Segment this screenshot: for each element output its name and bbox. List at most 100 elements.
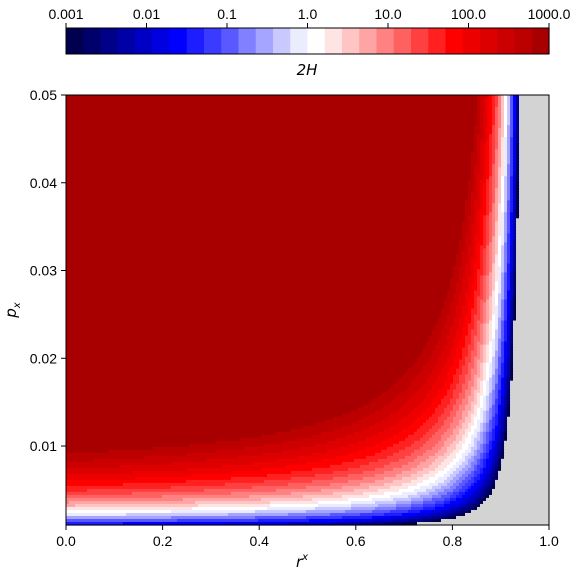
colorbar-label: 2H <box>297 61 318 79</box>
contour-cell <box>510 170 514 174</box>
contour-cell <box>474 470 481 475</box>
contour-cell <box>381 449 400 454</box>
contour-cell <box>504 179 508 183</box>
contour-cell <box>480 212 487 216</box>
contour-cell <box>444 305 451 310</box>
contour-cell <box>66 521 124 526</box>
contour-cell <box>354 458 379 463</box>
contour-cell <box>315 422 352 427</box>
contour-cell <box>309 518 346 523</box>
contour-cell <box>372 497 394 502</box>
contour-cell <box>513 143 517 147</box>
contour-cell <box>477 494 481 499</box>
contour-cell <box>489 305 493 310</box>
contour-cell <box>507 140 511 144</box>
contour-cell <box>504 221 508 225</box>
contour-cell <box>453 488 460 493</box>
contour-cell <box>489 440 493 445</box>
contour-cell <box>438 377 448 382</box>
contour-cell <box>492 113 496 117</box>
contour-cell <box>489 170 493 174</box>
contour-cell <box>483 188 487 192</box>
contour-cell <box>501 407 505 412</box>
contour-cell <box>477 506 550 511</box>
contour-cell <box>492 395 496 400</box>
contour-cell <box>516 314 550 319</box>
contour-cell <box>489 287 493 292</box>
contour-cell <box>450 308 457 313</box>
contour-cell <box>477 398 481 403</box>
contour-cell <box>462 254 469 258</box>
contour-cell <box>492 257 496 261</box>
contour-cell <box>399 440 415 445</box>
contour-cell <box>513 245 517 249</box>
contour-cell <box>480 200 484 204</box>
contour-cell <box>66 365 412 370</box>
contour-cell <box>477 152 481 156</box>
contour-cell <box>510 194 514 198</box>
contour-cell <box>498 182 502 186</box>
contour-cell <box>441 332 451 337</box>
contour-cell <box>468 347 475 352</box>
contour-cell <box>471 209 475 213</box>
contour-cell <box>480 386 484 391</box>
contour-cell <box>507 305 511 310</box>
contour-cell <box>66 515 172 520</box>
contour-cell <box>504 362 508 367</box>
contour-cell <box>408 386 421 391</box>
contour-cell <box>513 326 550 331</box>
contour-cell <box>483 170 487 174</box>
x-tick-label: 1.0 <box>539 533 559 549</box>
contour-cell <box>375 452 394 457</box>
contour-cell <box>474 479 478 484</box>
contour-cell <box>486 485 490 490</box>
contour-cell <box>492 158 496 162</box>
contour-cell <box>483 104 487 108</box>
contour-cell <box>504 209 508 213</box>
contour-cell <box>471 389 475 394</box>
contour-cell <box>504 137 508 141</box>
contour-cell <box>489 365 493 370</box>
contour-cell <box>504 113 508 117</box>
contour-cell <box>471 416 475 421</box>
contour-cell <box>501 149 505 153</box>
contour-cell <box>420 494 433 499</box>
contour-cell <box>474 263 481 267</box>
contour-cell <box>66 269 454 274</box>
contour-cell <box>474 131 481 135</box>
contour-cell <box>507 416 550 421</box>
contour-cell <box>495 380 499 385</box>
contour-cell <box>477 281 481 286</box>
contour-cell <box>480 128 484 132</box>
contour-cell <box>489 95 493 99</box>
contour-cell <box>426 341 439 346</box>
contour-cell <box>501 428 505 433</box>
contour-cell <box>492 188 496 192</box>
contour-cell <box>456 290 463 295</box>
contour-cell <box>498 449 502 454</box>
contour-cell <box>492 239 496 243</box>
contour-cell <box>333 428 364 433</box>
contour-cell <box>483 278 487 283</box>
contour-cell <box>501 419 505 424</box>
contour-cell <box>483 305 487 310</box>
contour-cell <box>501 434 505 439</box>
contour-cell <box>66 341 427 346</box>
contour-cell <box>465 335 472 340</box>
contour-cell <box>501 170 505 174</box>
contour-cell <box>492 404 496 409</box>
contour-cell <box>495 179 499 183</box>
contour-cell <box>474 164 481 168</box>
contour-cell <box>492 338 496 343</box>
contour-cell <box>474 341 478 346</box>
contour-cell <box>504 296 508 301</box>
contour-cell <box>426 488 436 493</box>
contour-cell <box>66 176 472 180</box>
contour-cell <box>459 341 466 346</box>
contour-cell <box>492 143 496 147</box>
contour-cell <box>477 449 484 454</box>
contour-cell <box>474 506 478 511</box>
contour-cell <box>486 263 490 267</box>
contour-cell <box>360 521 385 526</box>
contour-cell <box>462 446 469 451</box>
